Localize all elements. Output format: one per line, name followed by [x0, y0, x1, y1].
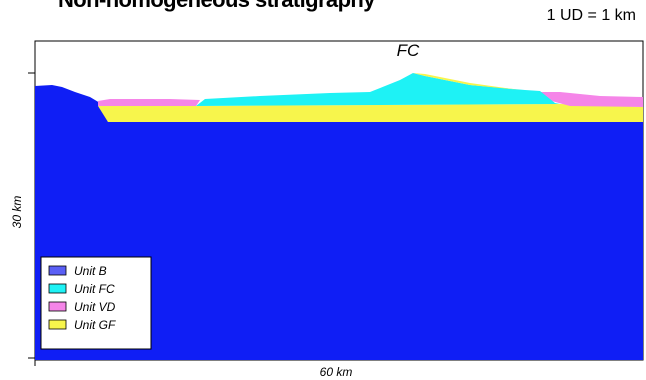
legend-swatch-unit-vd: [48, 301, 67, 312]
y-axis-label: 30 km: [10, 196, 24, 229]
legend-label-unit-vd: Unit VD: [74, 300, 116, 314]
section-label: FC: [397, 41, 420, 60]
legend-label-unit-gf: Unit GF: [74, 318, 116, 332]
unit-b-layer: [35, 85, 643, 360]
unit-fc-layer: [196, 73, 560, 106]
legend: Unit B Unit FC Unit VD Unit GF: [40, 256, 152, 350]
unit-gf-layer: [98, 104, 643, 122]
figure-title: Non-homogeneous stratigraphy: [58, 0, 375, 13]
unit-gf-cap: [413, 73, 520, 90]
legend-swatch-unit-b: [48, 265, 67, 276]
scale-note: 1 UD = 1 km: [546, 7, 636, 24]
legend-label-unit-fc: Unit FC: [74, 282, 115, 296]
legend-swatch-unit-fc: [48, 283, 67, 294]
x-axis-label: 60 km: [320, 365, 353, 379]
unit-vd-layer-left: [98, 99, 200, 106]
legend-label-unit-b: Unit B: [74, 264, 107, 278]
unit-vd-layer-right: [520, 92, 643, 107]
legend-swatch-unit-gf: [48, 319, 67, 330]
